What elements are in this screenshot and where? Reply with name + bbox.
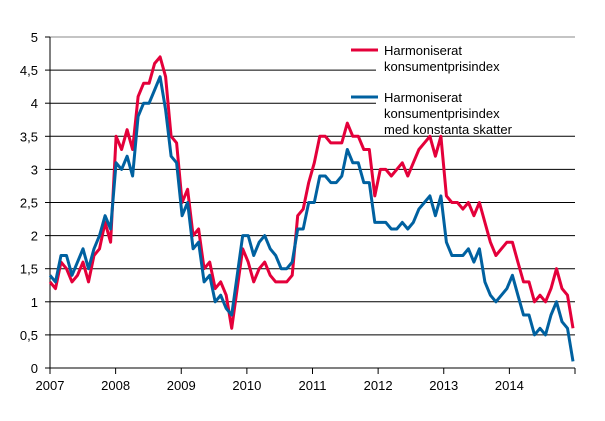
y-tick-label: 4 [31,96,38,111]
legend-label: Harmoniserat [384,43,462,58]
y-tick-label: 3,5 [20,129,38,144]
y-tick-label: 0,5 [20,328,38,343]
y-tick-label: 1,5 [20,262,38,277]
legend-label: Harmoniserat [384,90,462,105]
legend-label: konsumentprisindex [384,106,500,121]
x-tick-label: 2012 [364,378,393,393]
legend-label: konsumentprisindex [384,59,500,74]
y-tick-label: 2,5 [20,196,38,211]
x-tick-label: 2014 [495,378,524,393]
series-line-0 [48,55,575,330]
y-tick-label: 0 [31,361,38,376]
y-tick-label: 2 [31,229,38,244]
x-tick-label: 2013 [429,378,458,393]
legend-label: med konstanta skatter [384,122,513,137]
series-line-1 [48,75,575,362]
y-tick-label: 1 [31,295,38,310]
y-tick-label: 4,5 [20,63,38,78]
x-tick-label: 2011 [299,378,327,393]
x-tick-label: 2010 [232,378,261,393]
x-tick-label: 2007 [36,378,65,393]
legend-background [376,40,575,132]
x-tick-label: 2009 [167,378,196,393]
x-tick-label: 2008 [101,378,130,393]
y-tick-label: 5 [31,30,38,45]
y-tick-label: 3 [31,162,38,177]
